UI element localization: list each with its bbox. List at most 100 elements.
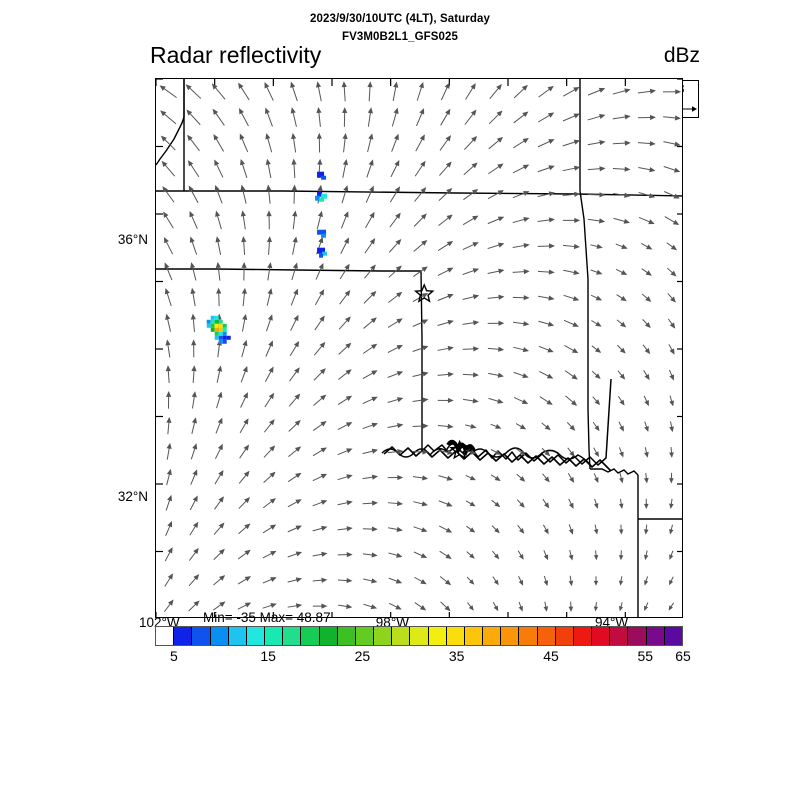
eastern-state-borders	[579, 79, 682, 617]
wind-vector-arrow-icon	[367, 81, 373, 102]
wind-vector-arrow-icon	[237, 576, 251, 585]
wind-vector-arrow-icon	[644, 472, 649, 484]
wind-vector-arrow-icon	[291, 184, 298, 204]
wind-vector-arrow-icon	[613, 217, 630, 224]
wind-vector-arrow-icon	[362, 526, 378, 532]
radar-echo-pixel	[319, 197, 325, 202]
wind-vector-arrow-icon	[587, 192, 606, 198]
wind-vector-arrow-icon	[563, 319, 579, 327]
wind-vector-arrow-icon	[438, 500, 453, 507]
wind-vector-arrow-icon	[264, 366, 274, 383]
wind-vector-arrow-icon	[568, 498, 574, 509]
wind-vector-arrow-icon	[669, 421, 674, 433]
wind-vector-arrow-icon	[462, 294, 480, 300]
wind-vector-arrow-icon	[669, 576, 674, 586]
wind-vector-arrow-icon	[288, 419, 301, 432]
colorbar-segment	[228, 627, 247, 645]
colorbar-segment	[592, 627, 611, 645]
wind-vector-arrow-icon	[240, 365, 248, 383]
wind-vector-arrow-icon	[617, 370, 626, 380]
wind-vector-arrow-icon	[340, 237, 349, 254]
colorbar-segment	[283, 627, 302, 645]
wind-vector-arrow-icon	[541, 447, 551, 457]
wind-vector-arrow-icon	[416, 81, 424, 101]
wind-vector-arrow-icon	[315, 263, 324, 280]
wind-vector-arrow-icon	[389, 212, 401, 228]
star-icon	[449, 439, 470, 460]
wind-vector-arrow-icon	[290, 314, 299, 331]
wind-vector-arrow-icon	[337, 474, 353, 481]
wind-vector-arrow-icon	[312, 473, 328, 482]
radar-echo-pixel	[210, 327, 215, 332]
wind-vector-arrow-icon	[186, 109, 201, 126]
wind-vector-arrow-icon	[387, 318, 403, 328]
wind-vector-arrow-icon	[391, 133, 399, 152]
wind-vector-arrow-icon	[537, 165, 555, 173]
wind-vector-arrow-icon	[487, 268, 505, 274]
wind-vector-arrow-icon	[513, 138, 529, 149]
wind-vector-arrow-icon	[337, 422, 353, 431]
page-title: Radar reflectivity	[150, 42, 322, 68]
wind-vector-arrow-icon	[617, 344, 626, 354]
wind-vector-arrow-icon	[312, 525, 328, 532]
wind-vector-arrow-icon	[438, 525, 453, 533]
wind-vector-arrow-icon	[662, 89, 682, 95]
wind-vector-arrow-icon	[518, 576, 524, 586]
wind-vector-arrow-icon	[637, 114, 656, 121]
wind-vector-arrow-icon	[537, 217, 555, 223]
wind-vector-arrow-icon	[216, 391, 223, 409]
wind-vector-arrow-icon	[463, 135, 478, 151]
wind-vector-arrow-icon	[387, 474, 404, 481]
wind-vector-arrow-icon	[616, 319, 627, 328]
wind-vector-arrow-icon	[539, 370, 554, 379]
wind-vector-arrow-icon	[364, 238, 376, 254]
wind-vector-arrow-icon	[413, 501, 428, 507]
wind-vector-arrow-icon	[669, 524, 674, 535]
wind-vector-arrow-icon	[465, 449, 477, 455]
wind-vector-arrow-icon	[240, 159, 248, 178]
radar-echo-pixel	[218, 319, 223, 324]
wind-vector-arrow-icon	[188, 547, 199, 561]
wind-vector-arrow-icon	[288, 393, 301, 407]
wind-vector-arrow-icon	[512, 295, 530, 301]
wind-vector-arrow-icon	[316, 132, 322, 153]
wind-vector-arrow-icon	[465, 475, 476, 481]
wind-vector-arrow-icon	[463, 189, 479, 201]
colorbar-segment	[265, 627, 284, 645]
colorbar-segments	[155, 626, 683, 646]
wind-vector-arrow-icon	[490, 423, 502, 429]
wind-vector-arrow-icon	[365, 211, 375, 229]
state-border-lines	[156, 79, 682, 472]
colorbar-tick-label: 15	[260, 648, 276, 664]
wind-vector-arrow-icon	[263, 445, 276, 458]
wind-vector-arrow-icon	[667, 293, 676, 303]
wind-vector-arrow-icon	[538, 320, 555, 327]
wind-vector-arrow-icon	[342, 133, 348, 153]
wind-vector-arrow-icon	[414, 602, 427, 611]
wind-vector-arrow-icon	[265, 340, 273, 357]
wind-vector-arrow-icon	[266, 210, 272, 230]
wind-vector-arrow-icon	[487, 216, 505, 225]
wind-vector-arrow-icon	[160, 110, 177, 125]
wind-vector-arrow-icon	[189, 521, 199, 536]
wind-vector-arrow-icon	[190, 313, 196, 332]
wind-vector-arrow-icon	[587, 166, 606, 172]
radar-echo-pixel	[214, 323, 219, 328]
wind-vector-arrow-icon	[290, 107, 297, 127]
wind-vector-arrow-icon	[413, 526, 428, 533]
wind-vector-arrow-icon	[215, 417, 223, 434]
wind-vector-arrow-icon	[265, 133, 273, 153]
wind-vector-arrow-icon	[387, 449, 404, 455]
colorbar-segment	[537, 627, 556, 645]
radar-echo-pixel	[222, 323, 227, 328]
wind-vector-arrow-icon	[618, 421, 624, 432]
radar-echo-pixel	[315, 195, 321, 201]
wind-vector-arrow-icon	[638, 191, 656, 199]
wind-vector-arrow-icon	[188, 574, 200, 587]
wind-vector-arrow-icon	[512, 190, 530, 199]
wind-vector-arrow-icon	[462, 372, 479, 378]
wind-vector-arrow-icon	[562, 86, 580, 97]
header-datetime: 2023/9/30/10UTC (4LT), Saturday	[310, 13, 490, 25]
colorbar	[155, 626, 683, 646]
wind-vector-arrow-icon	[265, 158, 272, 179]
